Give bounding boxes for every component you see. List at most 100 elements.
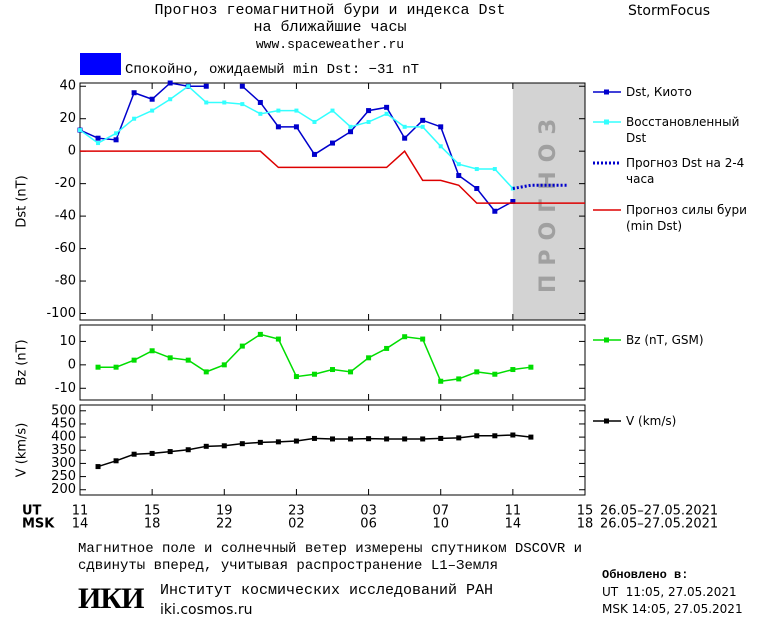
y-tick-label: 350	[51, 443, 76, 458]
marker	[239, 441, 245, 447]
x-tick-label: 23	[288, 504, 305, 519]
marker	[492, 208, 498, 214]
marker	[474, 167, 479, 172]
footer-note: Магнитное поле и солнечный ветер измерен…	[78, 541, 583, 574]
marker	[474, 433, 480, 439]
marker	[528, 434, 534, 440]
marker	[492, 167, 497, 172]
marker	[96, 141, 101, 146]
y-tick-label: 10	[59, 334, 76, 349]
marker	[275, 336, 281, 342]
x-tick-label: 02	[288, 517, 305, 532]
legend-label: Bz (nT, GSM)	[626, 333, 704, 347]
x-tick-label: 18	[144, 517, 161, 532]
brand: StormFocus	[628, 3, 711, 19]
legend-label: V (km/s)	[626, 414, 677, 428]
legend-label: Прогноз силы бури (min Dst)	[626, 203, 747, 233]
marker	[239, 83, 245, 89]
marker	[95, 135, 101, 141]
x-tick-label: 19	[216, 504, 233, 519]
marker	[311, 371, 317, 377]
legend-label: Dst, Киото	[626, 85, 692, 99]
series-line	[80, 150, 585, 204]
url: www.spaceweather.ru	[255, 37, 405, 52]
marker	[132, 116, 137, 121]
marker	[438, 124, 444, 130]
marker	[113, 364, 119, 370]
title: Прогноз геомагнитной бури и индекса Dst …	[154, 2, 506, 36]
y-tick-label: 300	[51, 456, 76, 471]
marker	[275, 124, 281, 130]
x-tick-label: 10	[432, 517, 449, 532]
marker	[456, 162, 461, 167]
x-tick-label: 03	[360, 504, 377, 519]
institute: Институт космических исследований РАН	[160, 582, 494, 599]
marker	[312, 119, 317, 124]
y-axis-label: V (km/s)	[15, 423, 30, 478]
y-tick-label: 0	[68, 144, 76, 159]
y-tick-label: 20	[59, 111, 76, 126]
marker	[185, 357, 191, 363]
marker	[420, 117, 426, 123]
marker	[330, 140, 335, 146]
marker	[492, 433, 498, 439]
marker	[420, 436, 426, 442]
y-tick-label: 500	[51, 403, 76, 418]
marker	[257, 439, 263, 445]
marker	[510, 367, 516, 373]
marker	[149, 450, 155, 456]
marker	[402, 124, 407, 129]
marker	[528, 364, 534, 370]
x-tick-label: 15	[144, 504, 161, 519]
marker	[95, 464, 101, 470]
marker	[167, 449, 173, 455]
marker	[348, 124, 353, 129]
plot-frame	[79, 324, 586, 401]
legend-marker	[604, 89, 609, 95]
marker	[294, 108, 299, 113]
marker	[167, 80, 173, 86]
legend-marker	[604, 337, 609, 343]
legend-label: Восстановленный Dst	[626, 115, 740, 145]
marker	[510, 432, 516, 438]
marker	[402, 334, 408, 340]
marker	[492, 371, 498, 377]
marker	[203, 443, 209, 449]
marker	[149, 96, 155, 102]
y-tick-label: 0	[68, 357, 76, 372]
msk-dates: 26.05–27.05.2021	[600, 517, 718, 532]
marker	[149, 348, 155, 354]
series-line	[79, 85, 514, 190]
status-text: Спокойно, ожидаемый min Dst: −31 nT	[125, 62, 420, 78]
x-tick-label: 14	[505, 517, 522, 532]
marker	[420, 124, 425, 129]
marker	[510, 199, 516, 204]
y-tick-label: 450	[51, 416, 76, 431]
series-line	[79, 82, 514, 213]
plot-frame	[79, 404, 586, 496]
marker	[438, 144, 443, 149]
marker	[167, 355, 173, 361]
marker	[258, 111, 263, 116]
marker	[311, 151, 317, 157]
marker	[293, 438, 299, 444]
marker	[275, 439, 281, 445]
marker	[402, 135, 408, 141]
site: iki.cosmos.ru	[160, 602, 253, 618]
updated: Обновлено в:	[602, 568, 689, 582]
marker	[204, 100, 209, 105]
x-tick-label: 11	[72, 504, 89, 519]
marker	[402, 436, 408, 442]
marker	[474, 186, 480, 192]
marker	[330, 108, 335, 113]
updated-msk: MSK 14:05, 27.05.2021	[602, 602, 743, 616]
marker	[293, 374, 299, 380]
y-tick-label: 200	[51, 482, 76, 497]
marker	[366, 119, 371, 124]
marker	[384, 436, 390, 442]
ut-label: UT	[22, 504, 42, 519]
x-tick-label: 18	[577, 517, 594, 532]
marker	[348, 436, 354, 442]
